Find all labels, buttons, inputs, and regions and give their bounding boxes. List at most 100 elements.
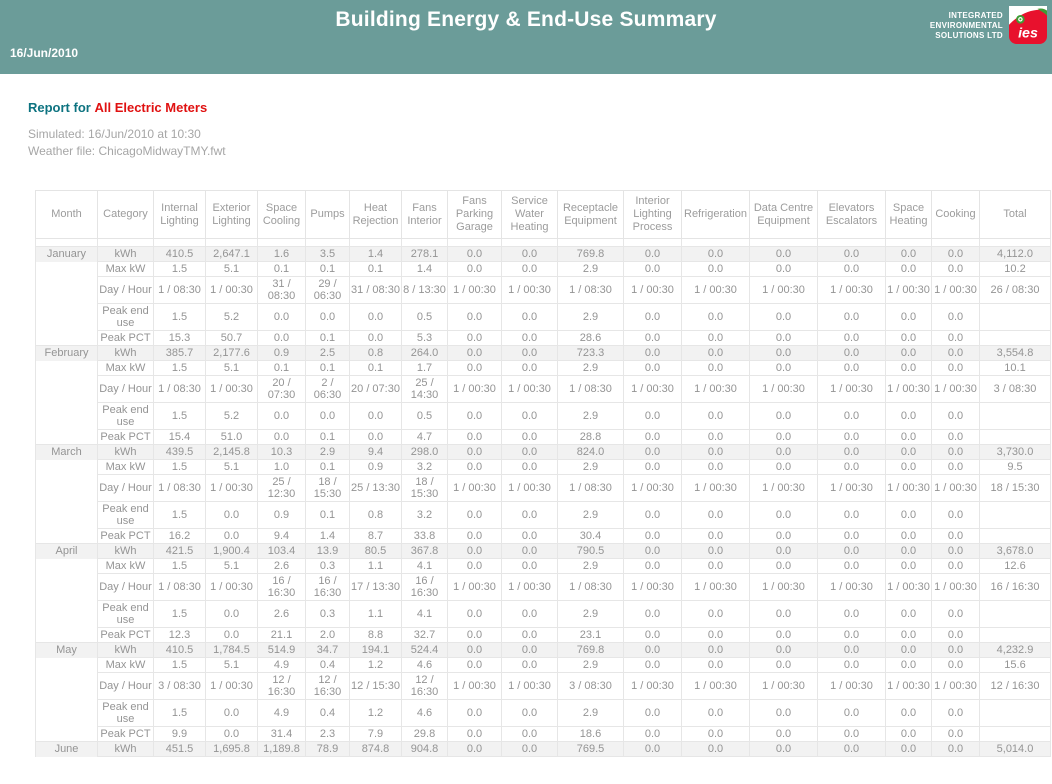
row-category: Max kW [97, 360, 154, 376]
row-category: Peak PCT [97, 429, 154, 445]
cell-value: 16 / 16:30 [305, 573, 350, 601]
cell-value: 50.7 [205, 330, 258, 346]
month-cell [35, 303, 98, 331]
cell-value: 1 / 00:30 [817, 276, 886, 304]
report-date: 16/Jun/2010 [10, 46, 79, 60]
cell-value: 0.0 [447, 741, 502, 757]
cell-value: 0.0 [305, 303, 350, 331]
row-category: Max kW [97, 459, 154, 475]
month-cell [35, 474, 98, 502]
table-row: May kWh 410.5 1,784.5 514.9 34.7 194.1 524.4 0.0… [35, 642, 1051, 658]
cell-total [979, 726, 1051, 742]
cell-value: 0.0 [749, 627, 818, 643]
row-category: Day / Hour [97, 573, 154, 601]
column-header: Fans Interior [401, 190, 448, 239]
cell-value: 1 / 08:30 [153, 276, 206, 304]
table-row: Peak end use 1.5 0.0 0.9 0.1 0.8 3.2 0.0 0.0 2.9 0… [35, 501, 1051, 529]
cell-value: 1 / 00:30 [931, 474, 980, 502]
table-row: Max kW 1.5 5.1 0.1 0.1 0.1 1.4 0.0 0.0 2.9 0.0 0.0 0… [35, 261, 1051, 277]
cell-value: 1 / 00:30 [447, 276, 502, 304]
cell-value: 0.0 [931, 402, 980, 430]
table-row: February kWh 385.7 2,177.6 0.9 2.5 0.8 264.0 0.0… [35, 345, 1051, 361]
report-info: Report for All Electric Meters Simulated… [28, 100, 1052, 160]
cell-value: 32.7 [401, 627, 448, 643]
cell-value: 0.3 [305, 558, 350, 574]
cell-value: 0.0 [931, 459, 980, 475]
cell-value: 2,145.8 [205, 444, 258, 460]
cell-value: 0.0 [885, 501, 932, 529]
cell-value: 723.3 [557, 345, 624, 361]
cell-value: 0.0 [749, 642, 818, 658]
cell-total: 4,112.0 [979, 246, 1051, 262]
cell-value: 1 / 00:30 [817, 375, 886, 403]
cell-value: 5.1 [205, 459, 258, 475]
cell-value: 0.0 [885, 360, 932, 376]
cell-value: 0.0 [681, 741, 750, 757]
cell-value: 0.0 [681, 345, 750, 361]
cell-value: 278.1 [401, 246, 448, 262]
company-name-line: ENVIRONMENTAL [929, 21, 1003, 30]
month-cell [35, 672, 98, 700]
table-row: Peak end use 1.5 5.2 0.0 0.0 0.0 0.5 0.0 0.0 2.9 0… [35, 303, 1051, 331]
table-row: Max kW 1.5 5.1 1.0 0.1 0.9 3.2 0.0 0.0 2.9 0.0 0.0 0… [35, 459, 1051, 475]
month-cell [35, 360, 98, 376]
cell-value: 0.0 [257, 303, 306, 331]
cell-value: 0.0 [931, 600, 980, 628]
spacer-cell [501, 238, 558, 247]
cell-value: 0.0 [623, 330, 682, 346]
cell-value: 0.0 [447, 246, 502, 262]
table-row: Max kW 1.5 5.1 0.1 0.1 0.1 1.7 0.0 0.0 2.9 0.0 0.0 0… [35, 360, 1051, 376]
cell-value: 1 / 00:30 [447, 672, 502, 700]
company-brand: INTEGRATED ENVIRONMENTAL SOLUTIONS LTD i… [930, 6, 1047, 44]
cell-value: 0.0 [931, 360, 980, 376]
cell-value: 0.0 [681, 429, 750, 445]
cell-value: 0.1 [257, 360, 306, 376]
cell-value: 1 / 00:30 [681, 375, 750, 403]
weather-file-line: Weather file: ChicagoMidwayTMY.fwt [28, 144, 226, 158]
company-name-line: SOLUTIONS LTD [935, 31, 1003, 40]
cell-value: 1 / 00:30 [681, 474, 750, 502]
cell-value: 1 / 00:30 [501, 474, 558, 502]
cell-value: 12.3 [153, 627, 206, 643]
cell-value: 0.0 [623, 657, 682, 673]
cell-value: 28.8 [557, 429, 624, 445]
cell-value: 1 / 00:30 [205, 474, 258, 502]
cell-value: 0.0 [501, 600, 558, 628]
row-category: Day / Hour [97, 276, 154, 304]
report-for-label: Report for [28, 100, 91, 115]
cell-value: 0.0 [681, 642, 750, 658]
cell-value: 12 / 16:30 [401, 672, 448, 700]
month-cell [35, 558, 98, 574]
cell-value: 0.0 [885, 558, 932, 574]
cell-value: 1 / 00:30 [501, 375, 558, 403]
cell-value: 0.0 [447, 501, 502, 529]
cell-value: 1 / 00:30 [885, 474, 932, 502]
cell-value: 8 / 13:30 [401, 276, 448, 304]
cell-value: 0.0 [349, 402, 402, 430]
cell-value: 0.0 [501, 429, 558, 445]
row-category: Day / Hour [97, 375, 154, 403]
cell-value: 31 / 08:30 [349, 276, 402, 304]
cell-value: 1.5 [153, 699, 206, 727]
cell-value: 0.0 [931, 330, 980, 346]
cell-value: 0.0 [447, 726, 502, 742]
cell-value: 0.0 [501, 627, 558, 643]
cell-value: 0.0 [623, 429, 682, 445]
column-header: Fans Parking Garage [447, 190, 502, 239]
column-header: Interior Lighting Process [623, 190, 682, 239]
cell-value: 0.0 [681, 528, 750, 544]
cell-value: 0.8 [349, 501, 402, 529]
cell-total [979, 600, 1051, 628]
cell-value: 1.5 [153, 459, 206, 475]
cell-value: 1 / 00:30 [623, 672, 682, 700]
cell-value: 0.0 [885, 726, 932, 742]
month-cell: February [35, 345, 98, 361]
cell-value: 0.0 [817, 642, 886, 658]
spacer-cell [205, 238, 258, 247]
cell-value: 0.0 [623, 528, 682, 544]
column-header: Month [35, 190, 98, 239]
cell-value: 1 / 00:30 [205, 375, 258, 403]
row-category: Max kW [97, 261, 154, 277]
column-header: Refrigeration [681, 190, 750, 239]
cell-value: 31 / 08:30 [257, 276, 306, 304]
